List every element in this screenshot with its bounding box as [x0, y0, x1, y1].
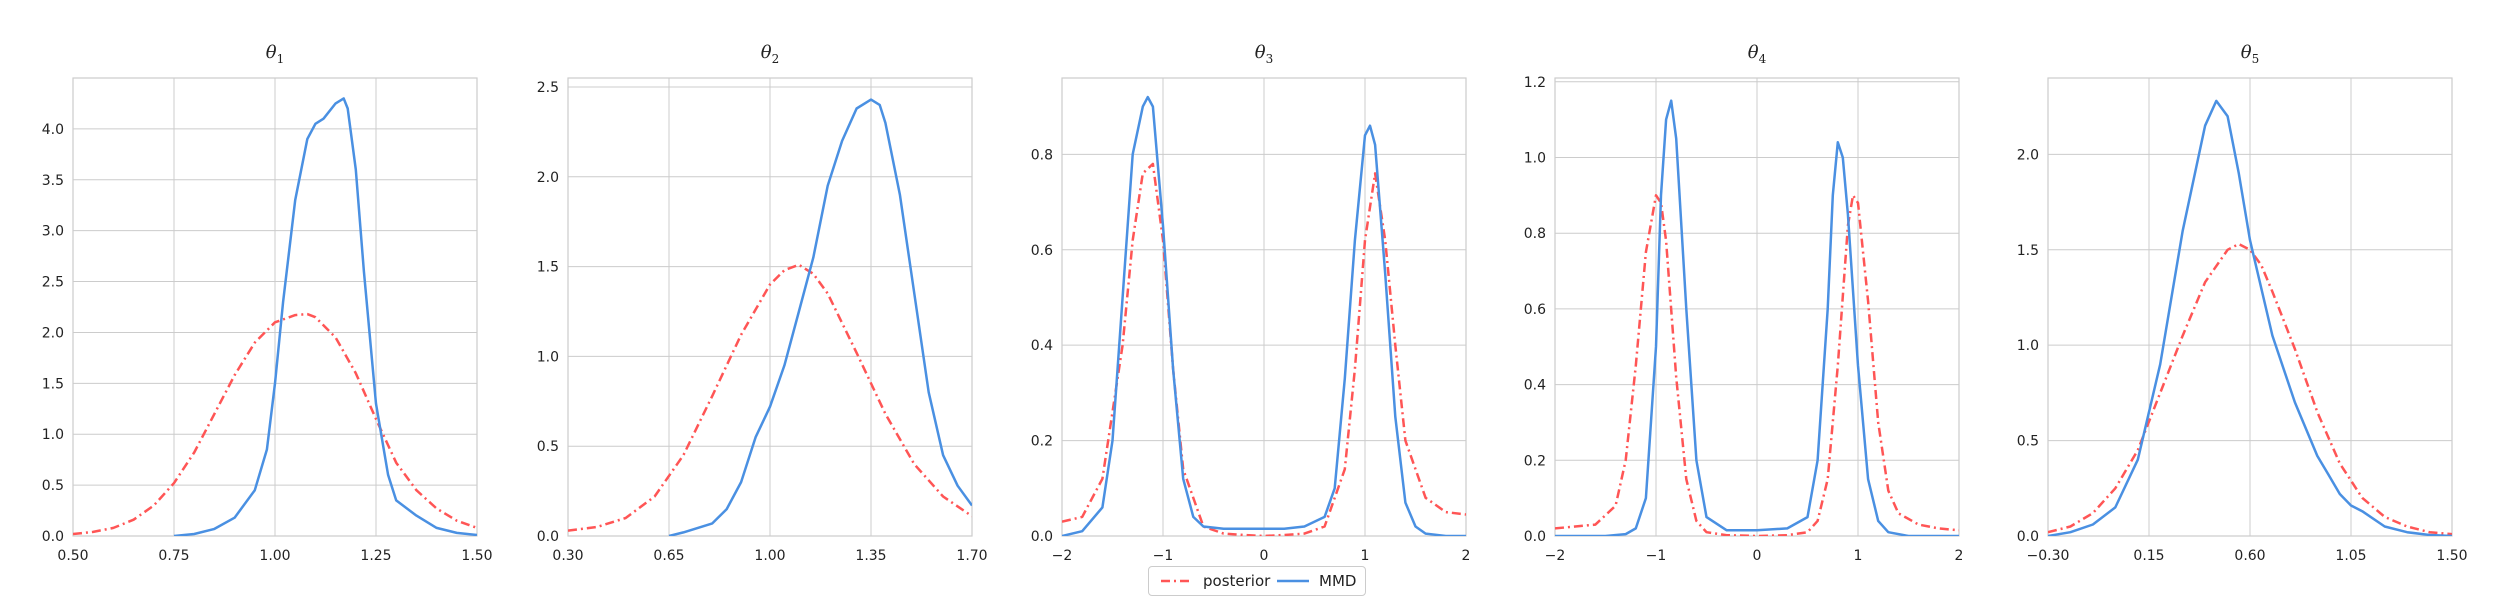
- x-tick-label: 1.00: [754, 548, 785, 564]
- chart-title-subscript: 1: [277, 52, 285, 66]
- chart-title-subscript: 3: [1266, 52, 1274, 66]
- x-tick-label: 2: [1462, 548, 1471, 564]
- x-tick-label: −2: [1052, 548, 1073, 564]
- y-tick-label: 1.0: [42, 427, 64, 443]
- y-tick-label: 2.0: [537, 170, 559, 186]
- y-tick-label: 4.0: [42, 122, 64, 138]
- series-line-mmd: [1062, 95, 1466, 536]
- y-tick-label: 1.0: [1524, 150, 1546, 166]
- y-tick-label: 0.4: [1031, 338, 1053, 354]
- chart-panel-4: −2 −1 0 1 2 0.0 0.2 0.4 0.6 0.8 1.0 1.2 θ4: [1524, 42, 1964, 564]
- x-tick-label: 1.50: [2436, 548, 2467, 564]
- x-tick-label: 0.75: [158, 548, 189, 564]
- legend-label-mmd: MMD: [1319, 572, 1357, 590]
- y-tick-label: 1.5: [537, 260, 559, 276]
- chart-panel-1: 0.50 0.75 1.00 1.25 1.50 0.0 0.5 1.0 1.5 2.0 2.5 3.…: [42, 42, 493, 564]
- series-line-mmd: [2048, 99, 2452, 536]
- plot-frame: [72, 77, 478, 537]
- y-tick-label: 0.4: [1524, 378, 1546, 394]
- y-tick-label: 1.2: [1524, 75, 1546, 91]
- series-line-posterior: [1062, 162, 1466, 536]
- series-line-mmd: [173, 97, 477, 536]
- y-tick-label: 2.5: [42, 275, 64, 291]
- y-tick-label: 0.0: [1031, 529, 1053, 545]
- legend-item-mmd: MMD: [1275, 571, 1357, 591]
- chart-title-subscript: 2: [772, 52, 780, 66]
- series-line-posterior: [568, 263, 972, 532]
- chart-title: θ4: [1748, 42, 1767, 66]
- chart-panel-2: 0.30 0.65 1.00 1.35 1.70 0.0 0.5 1.0 1.5 2.0 2.5 θ2: [537, 42, 988, 564]
- series-line-mmd: [1555, 99, 1959, 536]
- y-tick-label: 0.2: [1031, 434, 1053, 450]
- series-line-posterior: [73, 312, 477, 536]
- chart-title: θ2: [761, 42, 779, 66]
- plot-frame: [1061, 77, 1467, 537]
- y-tick-label: 0.8: [1524, 226, 1546, 242]
- series-line-posterior: [2048, 242, 2452, 536]
- y-tick-label: 0.5: [42, 478, 64, 494]
- y-tick-label: 0.5: [537, 439, 559, 455]
- chart-title: θ3: [1255, 42, 1273, 66]
- x-tick-label: 1.70: [956, 548, 987, 564]
- y-tick-label: 0.6: [1524, 302, 1546, 318]
- legend-item-posterior: posterior: [1159, 571, 1270, 591]
- y-tick-label: 2.0: [42, 325, 64, 341]
- plot-frame: [1554, 77, 1960, 537]
- y-tick-label: 3.5: [42, 173, 64, 189]
- y-tick-label: 0.2: [1524, 453, 1546, 469]
- x-tick-label: 1.00: [259, 548, 290, 564]
- chart-title: θ5: [2241, 42, 2259, 66]
- x-tick-label: 0.65: [653, 548, 684, 564]
- y-tick-label: 1.5: [42, 376, 64, 392]
- legend: posterior MMD: [1148, 566, 1366, 596]
- x-tick-label: 1: [1361, 548, 1370, 564]
- x-tick-label: −1: [1646, 548, 1667, 564]
- y-tick-label: 0.0: [537, 529, 559, 545]
- chart-title-subscript: 4: [1759, 52, 1767, 66]
- plot-frame: [2047, 77, 2453, 537]
- x-tick-label: −1: [1153, 548, 1174, 564]
- legend-label-posterior: posterior: [1203, 572, 1271, 590]
- y-tick-label: 0.5: [2017, 434, 2039, 450]
- y-tick-label: 0.0: [1524, 529, 1546, 545]
- y-tick-label: 3.0: [42, 224, 64, 240]
- legend-swatch-mmd: [1277, 579, 1309, 583]
- x-tick-label: 0: [1753, 548, 1762, 564]
- x-tick-label: 1.05: [2335, 548, 2366, 564]
- x-tick-label: 0.60: [2234, 548, 2265, 564]
- x-tick-label: 2: [1955, 548, 1964, 564]
- y-tick-label: 0.0: [2017, 529, 2039, 545]
- y-tick-label: 1.0: [537, 349, 559, 365]
- chart-panel-5: −0.30 0.15 0.60 1.05 1.50 0.0 0.5 1.0 1.5 2.0 θ5: [2017, 42, 2468, 564]
- y-tick-label: 0.0: [42, 529, 64, 545]
- x-tick-label: 0.50: [57, 548, 88, 564]
- chart-panel-3: −2 −1 0 1 2 0.0 0.2 0.4 0.6 0.8 θ3: [1031, 42, 1471, 564]
- legend-swatch-posterior: [1161, 579, 1193, 583]
- y-tick-label: 0.8: [1031, 147, 1053, 163]
- x-tick-label: 1: [1854, 548, 1863, 564]
- x-tick-label: 0.30: [552, 548, 583, 564]
- y-tick-label: 2.5: [537, 80, 559, 96]
- chart-title-subscript: 5: [2252, 52, 2260, 66]
- y-tick-label: 1.5: [2017, 243, 2039, 259]
- x-tick-label: 1.50: [461, 548, 492, 564]
- x-tick-label: 0: [1260, 548, 1269, 564]
- x-tick-label: 1.25: [360, 548, 391, 564]
- series-line-mmd: [668, 98, 972, 536]
- y-tick-label: 1.0: [2017, 338, 2039, 354]
- x-tick-label: 0.15: [2133, 548, 2164, 564]
- x-tick-label: −0.30: [2027, 548, 2070, 564]
- x-tick-label: −2: [1545, 548, 1566, 564]
- plot-frame: [567, 77, 973, 537]
- series-line-posterior: [1555, 194, 1959, 536]
- y-tick-label: 0.6: [1031, 243, 1053, 259]
- x-tick-label: 1.35: [855, 548, 886, 564]
- y-tick-label: 2.0: [2017, 147, 2039, 163]
- chart-title: θ1: [266, 42, 284, 66]
